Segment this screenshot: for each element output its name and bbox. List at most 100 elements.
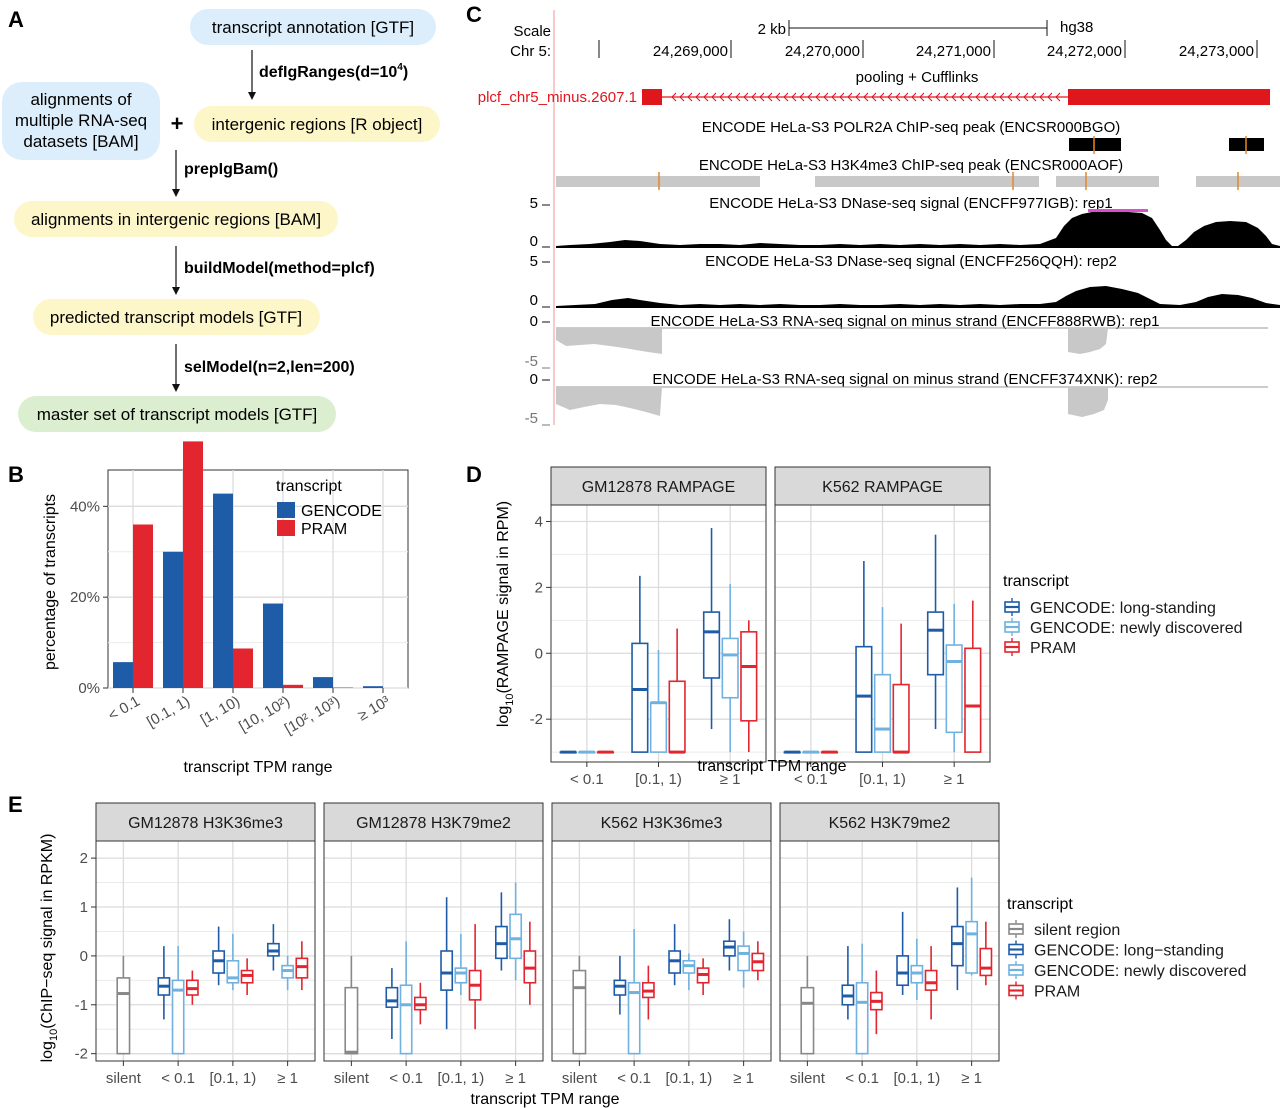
strand-arrow	[671, 92, 677, 102]
plot-border	[550, 504, 767, 763]
x-axis-ticks: < 0.1 [0.1, 1) [1, 10)[10, 10²)[10², 10³) ≥…	[105, 688, 393, 738]
strand-arrow	[887, 92, 893, 102]
track-ymin: -5	[525, 353, 538, 370]
x-tick-label: [0.1, 1)	[144, 693, 193, 731]
strand-arrow	[967, 92, 973, 102]
panel-c: C Scale 2 kb hg38 Chr 5: 24,269,000 24,2…	[466, 2, 1280, 427]
x-tick-label: ≥ 1	[944, 771, 965, 788]
strand-arrow	[839, 92, 845, 102]
track-ymin: -5	[525, 410, 538, 427]
box-body	[737, 945, 751, 972]
panel-b: B 0% 20% 40% < 0.1 [0.1, 1) [1, 10)[10, 10²)…	[8, 441, 409, 776]
node-transcript-annotation	[190, 9, 436, 45]
transcript-exon	[1068, 89, 1270, 105]
box-body	[964, 647, 982, 753]
node-rnaseq-alignments	[2, 82, 160, 160]
box-body	[924, 969, 938, 991]
box-body	[873, 673, 892, 753]
strand-arrow	[711, 92, 717, 102]
legend-label: PRAM	[1030, 640, 1076, 657]
scale-value: 2 kb	[758, 21, 786, 38]
node-intergenic-regions	[194, 106, 440, 142]
box-body	[454, 967, 468, 984]
y-tick-label: -1	[75, 997, 88, 1014]
strand-arrow	[983, 92, 989, 102]
panel-a: A transcript annotation [GTF] alignments…	[2, 7, 440, 432]
panel-label-d: D	[466, 462, 482, 487]
track-ymin: 0	[530, 292, 538, 309]
strand-arrow	[1047, 92, 1053, 102]
strand-arrow	[871, 92, 877, 102]
box-body	[399, 984, 413, 1055]
facet-strip	[774, 466, 991, 506]
bar-gencode	[313, 677, 333, 688]
x-tick-label: < 0.1	[105, 693, 143, 725]
track-title-rnaseq-rep1: ENCODE HeLa-S3 RNA-seq signal on minus s…	[650, 313, 1159, 330]
x-tick-label: [0.1, 1)	[894, 1070, 941, 1087]
x-tick-label: silent	[334, 1070, 370, 1087]
track-ymax: 0	[530, 371, 538, 388]
y-axis-title: percentage of transcripts	[42, 494, 59, 670]
panel-d: D GM12878 RAMPAGE < 0.1 [0.1, 1) ≥ 1 K562 RA…	[466, 462, 1243, 788]
rnaseq-signal-rep2	[556, 387, 1108, 417]
legend: silent region GENCODE: long−standing GENCO…	[1008, 920, 1247, 1001]
y-tick-label: 0	[80, 948, 88, 965]
x-tick-label: [0.1, 1)	[210, 1070, 257, 1087]
strand-arrow	[895, 92, 901, 102]
facet-title: K562 H3K36me3	[601, 815, 723, 832]
facet-title: K562 RAMPAGE	[822, 479, 943, 496]
dnase-signal-rep1	[556, 212, 1280, 248]
bar-gencode	[113, 662, 133, 688]
box-body	[344, 986, 359, 1055]
strand-arrow	[919, 92, 925, 102]
transcript-name: plcf_chr5_minus.2607.1	[478, 89, 637, 106]
dnase-highlight	[1088, 209, 1148, 212]
box-body	[855, 645, 873, 753]
node-master-set	[18, 396, 336, 432]
strand-arrow	[751, 92, 757, 102]
bar-pram	[283, 684, 303, 688]
track-title-pooling: pooling + Cufflinks	[856, 69, 979, 86]
x-tick-label: ≥ 10³	[355, 693, 393, 725]
track-ymax: 5	[530, 253, 538, 270]
y-tick-label: 1	[80, 899, 88, 916]
box-body	[649, 701, 668, 753]
box-body	[631, 642, 649, 753]
x-tick-label: [1, 10)	[198, 693, 243, 729]
plot-border	[323, 840, 544, 1062]
y-tick-label: -2	[530, 711, 543, 728]
strand-arrow	[943, 92, 949, 102]
legend-label: GENCODE: newly discovered	[1034, 963, 1247, 980]
box-body	[800, 986, 815, 1055]
peak-block-gray	[556, 176, 760, 187]
box-body	[855, 981, 869, 1055]
facet-grid: GM12878 H3K36me3 silent < 0.1 [0.1, 1) ≥ 1 GM…	[75, 802, 1000, 1087]
panel-label-e: E	[8, 792, 23, 817]
box-body	[926, 611, 945, 676]
strand-arrow	[975, 92, 981, 102]
bar-pram	[183, 441, 203, 688]
bar-gencode	[263, 603, 283, 688]
track-title-dnase-rep1: ENCODE HeLa-S3 DNase-seq signal (ENCFF97…	[709, 195, 1112, 212]
peak-block-gray	[1056, 176, 1159, 187]
bar-pram	[133, 524, 153, 688]
strand-arrow	[791, 92, 797, 102]
strand-arrow	[695, 92, 701, 102]
plot-border	[551, 840, 772, 1062]
legend-key-gencode	[277, 502, 295, 518]
strand-arrow	[719, 92, 725, 102]
x-tick-label: < 0.1	[570, 771, 604, 788]
scale-label: Scale	[513, 23, 551, 40]
track-title-dnase-rep2: ENCODE HeLa-S3 DNase-seq signal (ENCFF25…	[705, 253, 1117, 270]
y-axis-ticks: 0% 20% 40%	[70, 498, 108, 697]
x-tick-label: [0.1, 1)	[438, 1070, 485, 1087]
rnaseq-signal-rep1	[556, 328, 1108, 354]
strand-arrow	[1015, 92, 1021, 102]
x-tick-label: < 0.1	[845, 1070, 879, 1087]
dnase-signal-rep2	[556, 286, 1280, 308]
box-body	[627, 981, 641, 1055]
bar-gencode	[163, 551, 183, 688]
legend-title: transcript	[1003, 573, 1069, 590]
x-tick-label: < 0.1	[794, 771, 828, 788]
